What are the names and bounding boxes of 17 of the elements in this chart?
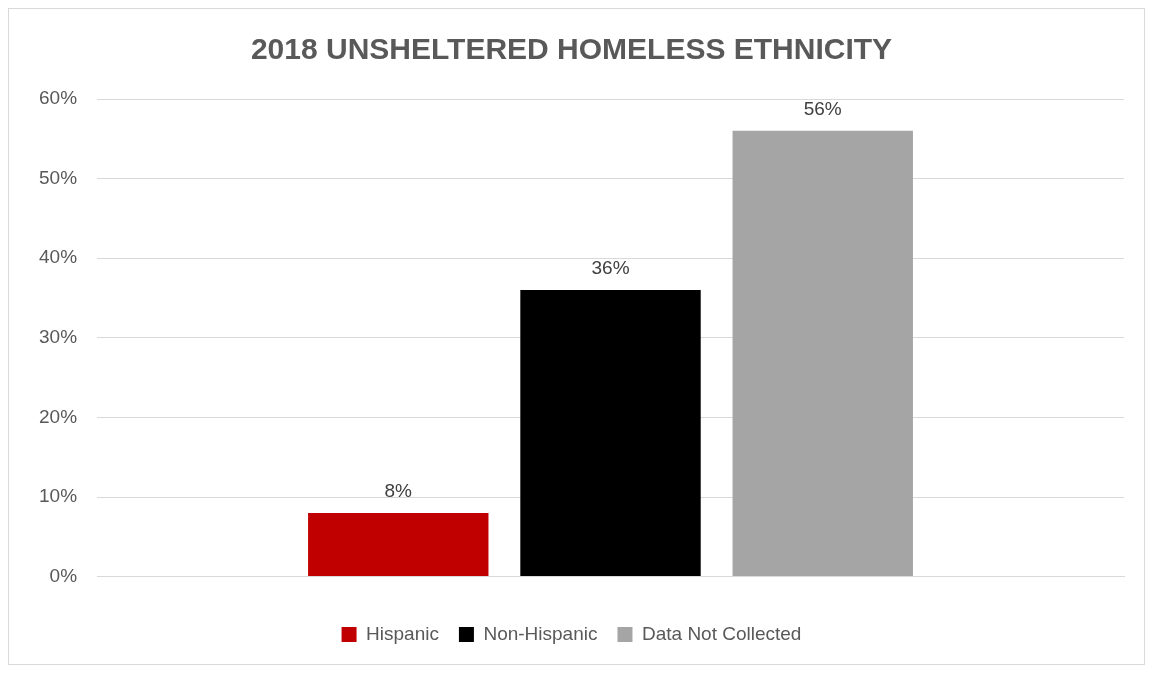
y-tick-label: 30% <box>39 326 78 348</box>
bar <box>520 290 701 577</box>
data-label: 56% <box>803 97 842 119</box>
chart-title: 2018 UNSHELTERED HOMELESS ETHNICITY <box>250 32 893 66</box>
data-label: 36% <box>591 256 630 278</box>
legend-label: Non-Hispanic <box>483 622 598 644</box>
y-tick-label: 40% <box>39 246 78 268</box>
bar <box>308 512 489 577</box>
y-tick-label: 10% <box>39 485 78 507</box>
y-tick-label: 20% <box>39 405 78 427</box>
y-tick-label: 60% <box>39 87 78 109</box>
y-tick-label: 50% <box>39 166 78 188</box>
legend-label: Data Not Collected <box>641 622 802 644</box>
legend-label: Hispanic <box>366 622 439 644</box>
y-tick-label: 0% <box>49 564 78 586</box>
data-label: 8% <box>384 479 413 501</box>
bar <box>732 130 913 577</box>
